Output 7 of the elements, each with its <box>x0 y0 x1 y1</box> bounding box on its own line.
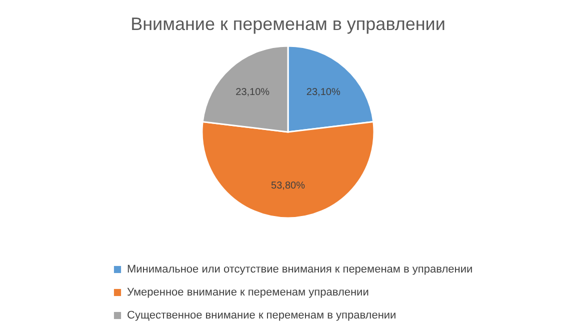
legend-label: Существенное внимание к переменам в управлении <box>127 310 396 322</box>
legend-label: Умеренное внимание к переменам управлении <box>127 286 369 298</box>
legend-label: Минимальное или отсутствие внимания к переменам в управлении <box>127 264 473 276</box>
data-label: 53,80% <box>271 180 306 192</box>
data-label: 23,10% <box>236 87 270 98</box>
chart-title: Внимание к переменам в управлении <box>130 14 446 34</box>
data-label: 23,10% <box>306 87 340 98</box>
